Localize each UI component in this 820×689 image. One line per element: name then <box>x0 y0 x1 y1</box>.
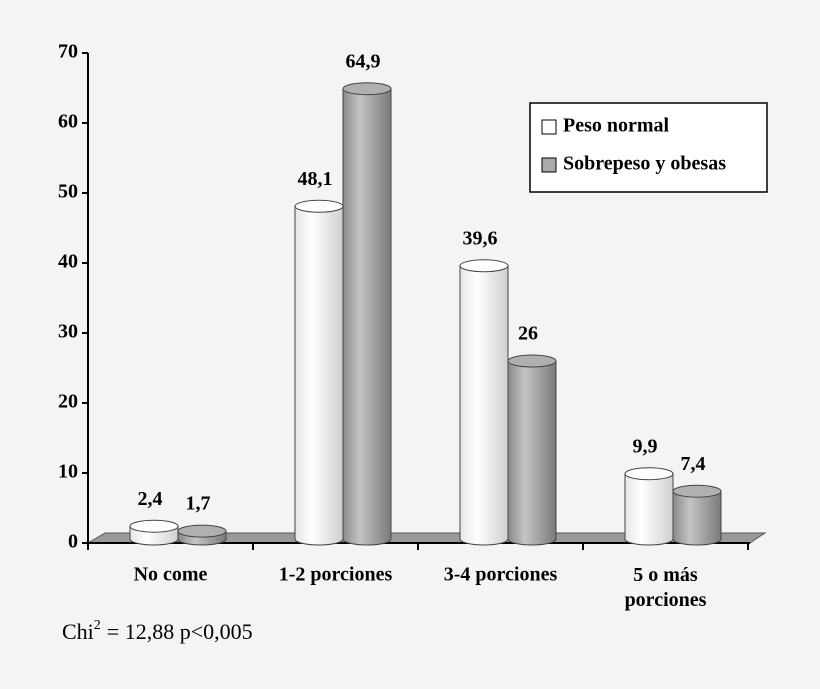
value-label: 1,7 <box>186 493 211 515</box>
value-label: 9,9 <box>633 435 658 457</box>
annotation: Chi2 = 12,88 p<0,005 <box>62 618 253 644</box>
bar-group <box>459 259 509 546</box>
y-tick-label: 50 <box>58 181 78 203</box>
y-tick-label: 30 <box>58 321 78 343</box>
y-tick-label: 20 <box>58 391 78 413</box>
annotation-sup: 2 <box>94 618 101 633</box>
x-tick-label: No come <box>134 564 208 586</box>
bar-group <box>342 82 392 546</box>
x-tick-label-line: 5 o más <box>633 564 698 586</box>
bar <box>294 205 344 546</box>
legend-label: Sobrepeso y obesas <box>563 153 726 175</box>
value-label: 7,4 <box>681 453 706 475</box>
legend-swatch <box>541 119 557 135</box>
bar-group <box>672 484 722 546</box>
bar <box>459 265 509 546</box>
bar-top <box>342 82 392 96</box>
value-label: 64,9 <box>346 50 381 72</box>
annotation-text: Chi <box>62 619 94 644</box>
x-tick-label: 5 o más porciones <box>625 564 707 611</box>
y-tick-label: 0 <box>68 531 78 553</box>
bar-top <box>177 524 227 538</box>
bar-top <box>507 354 557 368</box>
bar <box>672 490 722 546</box>
legend-label: Peso normal <box>563 115 670 137</box>
value-label: 48,1 <box>298 168 333 190</box>
x-tick-label: 1-2 porciones <box>279 564 393 586</box>
bar-top <box>624 467 674 481</box>
bar <box>624 473 674 546</box>
bar-group <box>624 467 674 546</box>
bar-group <box>177 524 227 546</box>
y-tick-label: 40 <box>58 251 78 273</box>
value-label: 39,6 <box>463 227 498 249</box>
y-tick-label: 70 <box>58 41 78 63</box>
bar <box>507 360 557 546</box>
bar-top <box>672 484 722 498</box>
y-tick-label: 60 <box>58 111 78 133</box>
bar-top <box>129 519 179 533</box>
bar-top <box>294 199 344 213</box>
bar-group <box>507 354 557 546</box>
x-tick-label-line: porciones <box>625 589 707 611</box>
legend <box>529 102 768 193</box>
bar <box>342 88 392 546</box>
value-label: 26 <box>518 323 538 345</box>
bar-group <box>294 199 344 546</box>
bar-group <box>129 519 179 546</box>
y-tick-label: 10 <box>58 461 78 483</box>
x-tick-label: 3-4 porciones <box>444 564 558 586</box>
value-label: 2,4 <box>138 488 163 510</box>
annotation-text: = 12,88 p<0,005 <box>107 619 253 644</box>
bar-top <box>459 259 509 273</box>
legend-swatch <box>541 157 557 173</box>
